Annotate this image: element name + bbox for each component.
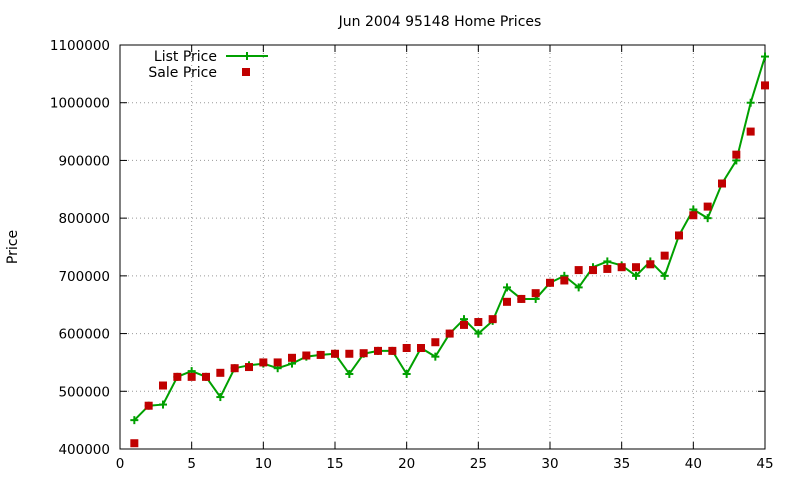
y-axis-label: Price <box>5 230 21 264</box>
sale-price-point <box>761 81 769 90</box>
y-tick-label: 900000 <box>58 153 110 169</box>
y-tick-label: 700000 <box>58 269 110 285</box>
list-price-point <box>603 257 612 266</box>
grid-lines <box>120 45 765 449</box>
list-price-point <box>130 416 139 425</box>
list-price-point <box>574 283 583 292</box>
list-price-point <box>345 369 354 378</box>
sale-price-point <box>488 315 497 324</box>
y-tick-label: 400000 <box>58 442 110 458</box>
sale-price-point <box>445 329 454 338</box>
list-price-point <box>746 98 755 107</box>
sale-price-point <box>345 349 354 358</box>
plot-frame <box>119 44 766 450</box>
list-price-point <box>159 400 167 409</box>
list-price-point <box>503 283 511 292</box>
sale-price-point <box>431 338 440 347</box>
sale-price-point <box>703 202 712 211</box>
chart-title: Jun 2004 95148 Home Prices <box>338 14 542 30</box>
sale-price-point <box>288 353 296 362</box>
list-price-point <box>402 369 411 378</box>
sale-price-point <box>273 358 282 367</box>
x-tick-label: 15 <box>326 456 343 472</box>
list-price-point <box>660 271 669 280</box>
sale-price-point <box>517 294 526 303</box>
sale-price-point <box>689 211 698 220</box>
sale-price-point <box>187 372 196 381</box>
sale-price-point <box>130 439 139 448</box>
sale-price-point <box>646 260 655 269</box>
sale-price-point <box>159 381 167 390</box>
axis-tick-labels: 0 5 10 15 20 25 30 35 40 45 400000 500000 600000 7000… <box>50 38 774 472</box>
sale-price-point <box>460 320 468 329</box>
data-series <box>130 52 769 448</box>
sale-price-point <box>144 401 153 410</box>
sale-price-point <box>402 344 411 352</box>
y-tick-label: 600000 <box>58 327 110 343</box>
x-tick-label: 40 <box>685 456 702 472</box>
sale-price-point <box>503 297 511 306</box>
x-tick-label: 30 <box>541 456 558 472</box>
sale-price-point <box>331 349 339 358</box>
sale-price-point <box>302 351 311 360</box>
sale-price-point <box>202 372 210 381</box>
sale-price-point <box>474 318 483 327</box>
sale-price-point <box>359 349 368 358</box>
list-price-point <box>632 271 640 280</box>
sale-price-point <box>660 251 669 260</box>
legend-swatch-sale-price <box>242 68 250 76</box>
axis-ticks <box>119 44 766 450</box>
sale-price-point <box>732 150 741 159</box>
sale-price-point <box>560 276 569 285</box>
sale-price-point <box>617 263 626 272</box>
x-tick-label: 10 <box>255 456 272 472</box>
list-price-line <box>133 56 766 421</box>
sale-price-point <box>546 278 554 287</box>
sale-price-point <box>216 368 225 377</box>
list-price-point <box>431 352 440 361</box>
y-tick-label: 500000 <box>58 384 110 400</box>
sale-price-point <box>632 263 640 272</box>
sale-price-point <box>245 363 253 372</box>
y-tick-label: 1000000 <box>50 96 110 112</box>
sale-price-point <box>374 346 382 355</box>
list-price-point <box>703 214 712 223</box>
legend-label-list-price: List Price <box>154 49 217 65</box>
sale-price-point <box>746 127 755 136</box>
y-tick-label: 800000 <box>58 211 110 227</box>
x-tick-label: 0 <box>116 456 125 472</box>
y-tick-label: 1100000 <box>50 38 110 54</box>
x-tick-label: 45 <box>756 456 773 472</box>
sale-price-point <box>603 264 612 273</box>
list-price-point <box>216 393 225 402</box>
legend-swatch-list-price-marker <box>243 52 251 60</box>
legend-label-sale-price: Sale Price <box>148 65 217 81</box>
sale-price-point <box>230 364 239 373</box>
list-price-point <box>474 329 483 338</box>
sale-price-point <box>589 266 597 275</box>
sale-price-point <box>718 179 726 188</box>
x-tick-label: 20 <box>398 456 415 472</box>
list-price-point <box>761 52 769 61</box>
x-tick-label: 35 <box>613 456 630 472</box>
x-tick-label: 5 <box>187 456 196 472</box>
sale-price-point <box>574 266 583 275</box>
sale-price-point <box>259 358 268 367</box>
sale-price-point <box>675 231 683 240</box>
sale-price-point <box>417 344 425 352</box>
sale-price-point <box>531 289 540 298</box>
sale-price-point <box>388 346 397 355</box>
sale-price-point <box>173 372 182 381</box>
sale-price-point <box>316 350 325 359</box>
legend: List Price Sale Price <box>148 49 268 81</box>
x-tick-label: 25 <box>470 456 487 472</box>
